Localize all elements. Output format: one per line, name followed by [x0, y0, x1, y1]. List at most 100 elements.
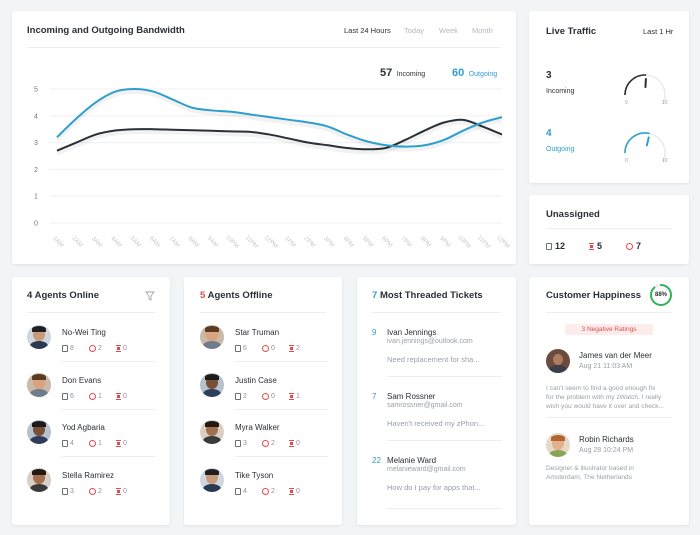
hourglass-icon: [116, 392, 121, 400]
x-tick-label: 2PM: [303, 236, 316, 249]
clock-icon: [89, 392, 96, 400]
y-tick-label: 1: [34, 194, 38, 201]
review-name: James van der Meer: [579, 351, 652, 360]
unassigned-overdue-count: 7: [636, 241, 642, 251]
threaded-title: 7 Most Threaded Tickets: [372, 290, 483, 301]
gauge-min-label: 0: [625, 100, 628, 105]
y-tick-label: 5: [34, 87, 38, 94]
agent-name: Stella Ramirez: [62, 470, 115, 480]
range-tab-today[interactable]: Today: [404, 26, 425, 35]
ticket-icon: [62, 345, 68, 352]
bandwidth-title: Incoming and Outgoing Bandwidth: [27, 25, 185, 36]
ticket-subject: How do I pay for apps that...: [387, 483, 481, 492]
live-traffic-range[interactable]: Last 1 Hr: [643, 27, 674, 36]
gauge-arc: [624, 132, 650, 154]
clock-icon: [262, 487, 269, 495]
agents-offline-count: 5: [200, 290, 206, 301]
agent-overdue-count: 2: [271, 487, 275, 495]
ticket-requester: Sam Rossner: [387, 392, 436, 401]
agent-pending-count: 0: [123, 392, 127, 400]
range-tab-last-24-hours[interactable]: Last 24 Hours: [344, 26, 391, 35]
ticket-icon: [235, 440, 241, 447]
agent-overdue-count: 2: [98, 487, 102, 495]
legend-outgoing-label: Outgoing: [468, 71, 498, 78]
negative-ratings-badge[interactable]: 3 Negative Ratings: [565, 324, 653, 335]
ticket-email: ivan.jennings@outlook.com: [387, 338, 473, 345]
live-traffic-title: Live Traffic: [546, 26, 597, 37]
legend-incoming-label: Incoming: [396, 71, 426, 78]
hourglass-icon: [289, 440, 294, 447]
ticket-item[interactable]: 22 Melanie Ward melanieward@gmail.com How d…: [372, 456, 502, 512]
customer-happiness-card: Customer Happiness 88% 3 Negative Rating…: [529, 277, 689, 525]
y-tick-label: 0: [34, 221, 38, 228]
agent-name: Myra Walker: [235, 423, 280, 432]
agent-row[interactable]: Yod Agbaria 4 1 0: [27, 420, 155, 466]
agent-tickets: 6: [235, 345, 247, 352]
agent-row[interactable]: Myra Walker 3 2 0: [200, 420, 328, 466]
agent-row[interactable]: Stella Ramirez 3 2 0: [27, 467, 155, 514]
agent-name: Star Truman: [235, 328, 280, 337]
agent-row[interactable]: Justin Case 2 0 1: [200, 372, 328, 419]
review-divider: [546, 417, 672, 418]
x-tick-label: 9AM: [206, 236, 219, 249]
agent-overdue: 0: [262, 392, 275, 400]
ticket-icon: [62, 440, 68, 447]
agent-pending-count: 0: [296, 440, 300, 447]
agent-row[interactable]: Don Evans 6 1 0: [27, 372, 155, 419]
unassigned-overdue[interactable]: 7: [626, 241, 641, 251]
agent-overdue-count: 0: [271, 345, 275, 352]
ticket-item[interactable]: 7 Sam Rossner samrossner@gmail.com Haven't …: [372, 392, 502, 448]
review-robin[interactable]: Robin Richards Aug 28 10:24 PM Designer …: [546, 433, 676, 493]
review-james[interactable]: James van der Meer Aug 21 11:03 AM I can…: [546, 349, 676, 419]
x-tick-label: 1PM: [283, 236, 296, 249]
filter-icon[interactable]: [145, 291, 155, 301]
ticket-thread-count: 7: [372, 392, 377, 401]
review-date: Aug 21 11:03 AM: [579, 363, 633, 370]
x-tick-label: 2AM: [71, 236, 84, 249]
agent-pending: 0: [289, 487, 300, 495]
ticket-thread-count: 9: [372, 328, 377, 337]
ticket-icon: [235, 487, 241, 495]
agents-online-divider: [27, 312, 155, 313]
threaded-ticket-list: 9 Ivan Jennings ivan.jennings@outlook.com N…: [372, 328, 502, 518]
agent-overdue-count: 2: [98, 345, 102, 352]
avatar: [200, 420, 224, 444]
clock-icon: [89, 345, 96, 352]
agent-pending-count: 0: [123, 345, 127, 352]
agent-name: Justin Case: [235, 375, 277, 385]
range-tab-week[interactable]: Week: [439, 26, 459, 35]
agents-online-title: 4 Agents Online: [27, 290, 99, 301]
range-tab-month[interactable]: Month: [472, 26, 493, 35]
avatar: [200, 467, 224, 492]
hourglass-icon: [289, 345, 294, 352]
review-date: Aug 28 10:24 PM: [579, 447, 634, 454]
agent-pending-count: 0: [123, 487, 127, 495]
agent-pending: 1: [289, 392, 300, 400]
y-tick-label: 2: [34, 167, 38, 174]
agent-tickets: 8: [62, 345, 74, 352]
agent-name: No-Wei Ting: [62, 328, 106, 337]
agent-tickets: 3: [235, 440, 247, 447]
ticket-requester: Ivan Jennings: [387, 328, 437, 337]
live-outgoing-value: 4: [546, 128, 552, 139]
live-traffic-card: Live Traffic Last 1 Hr 3 Incoming 0 10 4 …: [529, 11, 689, 183]
x-tick-label: 11PM: [244, 235, 259, 250]
avatar: [200, 325, 224, 349]
agent-row[interactable]: Tike Tyson 4 2 0: [200, 467, 328, 514]
agent-row[interactable]: Star Truman 6 0 2: [200, 325, 328, 371]
agent-row[interactable]: No-Wei Ting 8 2 0: [27, 325, 155, 371]
ticket-divider: [387, 440, 502, 441]
agent-divider: [235, 408, 328, 410]
avatar: [27, 420, 51, 444]
x-tick-label: 5PM: [361, 236, 374, 249]
ticket-item[interactable]: 9 Ivan Jennings ivan.jennings@outlook.com N…: [372, 328, 502, 384]
series-line-incoming: [56, 118, 503, 152]
agent-pending: 0: [116, 440, 127, 447]
unassigned-pending[interactable]: 5: [589, 241, 602, 251]
clock-icon: [262, 392, 269, 400]
unassigned-tickets[interactable]: 12: [546, 241, 565, 251]
bandwidth-header-divider: [27, 47, 501, 48]
bandwidth-card: Incoming and Outgoing Bandwidth Last 24 …: [12, 11, 516, 264]
agent-tickets: 3: [62, 487, 74, 495]
agent-overdue-count: 1: [98, 440, 102, 447]
